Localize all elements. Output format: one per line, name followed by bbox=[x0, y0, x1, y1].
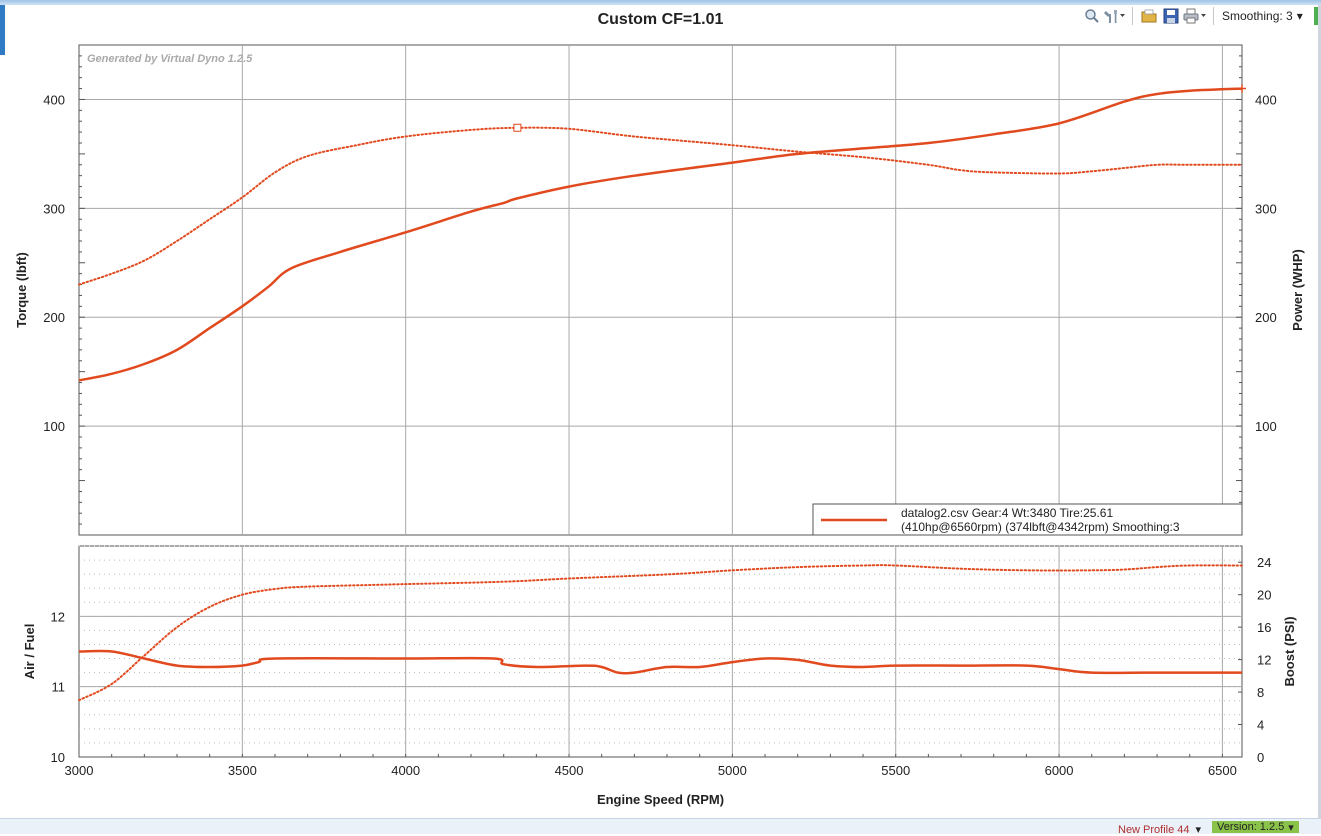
legend-line2: (410hp@6560rpm) (374lbft@4342rpm) Smooth… bbox=[901, 520, 1180, 534]
window-right-border bbox=[1318, 5, 1321, 825]
torque-curve bbox=[78, 126, 1243, 286]
y-tick-label: 200 bbox=[43, 310, 65, 325]
plot-area-top bbox=[78, 44, 1243, 536]
x-axis-title: Engine Speed (RPM) bbox=[597, 792, 724, 807]
y-tick-label: 11 bbox=[52, 680, 66, 695]
chevron-down-icon: ▾ bbox=[1195, 824, 1202, 836]
y2-axis-title-bottom: Boost (PSI) bbox=[1282, 616, 1297, 686]
chevron-down-icon: ▾ bbox=[1296, 9, 1303, 23]
x-tick-label: 6000 bbox=[1045, 763, 1074, 778]
version-badge[interactable]: Version: 1.2.5 ▾ bbox=[1212, 821, 1299, 834]
watermark-text: Generated by Virtual Dyno 1.2.5 bbox=[87, 53, 253, 65]
peak-torque-marker bbox=[513, 123, 522, 132]
smoothing-dropdown[interactable]: Smoothing: 3 ▾ bbox=[1220, 9, 1305, 23]
air-fuel-curve bbox=[78, 649, 1242, 675]
x-tick-label: 5500 bbox=[881, 763, 910, 778]
y2-tick-label: 200 bbox=[1255, 310, 1277, 325]
profile-selector[interactable]: New Profile 44 ▾ bbox=[1118, 823, 1201, 836]
boost-curve bbox=[78, 564, 1243, 702]
y-tick-label: 10 bbox=[51, 750, 65, 765]
y2-tick-label: 400 bbox=[1255, 92, 1277, 107]
x-tick-label: 3000 bbox=[65, 763, 94, 778]
floppy-disk-icon[interactable] bbox=[1161, 6, 1181, 26]
y2-tick-label: 12 bbox=[1257, 653, 1271, 668]
chart-toolbar: Smoothing: 3 ▾ bbox=[1082, 5, 1305, 27]
y2-tick-label: 300 bbox=[1255, 201, 1277, 216]
x-tick-label: 6500 bbox=[1208, 763, 1237, 778]
window-left-accent bbox=[0, 5, 5, 55]
profile-label: New Profile 44 bbox=[1118, 823, 1190, 836]
chevron-down-icon: ▾ bbox=[1288, 821, 1294, 834]
y-tick-label: 300 bbox=[43, 201, 65, 216]
y2-tick-label: 8 bbox=[1257, 685, 1264, 700]
torque-power-panel: 100 100 200 200 300 300 400 400 Generated by Vir… bbox=[43, 44, 1277, 536]
x-tick-label: 3500 bbox=[228, 763, 257, 778]
y-axis-title-bottom: Air / Fuel bbox=[22, 624, 37, 680]
plot-area-bottom bbox=[78, 545, 1243, 758]
window-top-strip bbox=[0, 0, 1321, 5]
smoothing-label: Smoothing: 3 bbox=[1222, 9, 1293, 23]
y-tick-label: 100 bbox=[43, 419, 65, 434]
printer-icon[interactable] bbox=[1183, 6, 1207, 26]
y2-tick-label: 24 bbox=[1257, 555, 1271, 570]
y-tick-label: 12 bbox=[51, 609, 65, 624]
power-curve bbox=[78, 87, 1243, 382]
version-label: Version: 1.2.5 bbox=[1217, 821, 1285, 833]
y-tick-label: 400 bbox=[43, 92, 65, 107]
air-fuel-boost-panel: 3000 3500 4000 4500 5000 5500 6000 6500 10 11 12 0 4… bbox=[51, 545, 1271, 778]
status-bar bbox=[0, 818, 1321, 834]
chart-title: Custom CF=1.01 bbox=[597, 11, 724, 28]
peak-power-marker bbox=[1238, 84, 1246, 93]
x-tick-label: 5000 bbox=[718, 763, 747, 778]
folder-icon[interactable] bbox=[1139, 6, 1159, 26]
toolbar-separator bbox=[1213, 7, 1214, 25]
y2-tick-label: 0 bbox=[1257, 750, 1264, 765]
magnifier-icon[interactable] bbox=[1082, 6, 1102, 26]
y-axis-title: Torque (lbft) bbox=[14, 252, 29, 328]
y2-axis-title: Power (WHP) bbox=[1290, 249, 1305, 331]
legend-line1: datalog2.csv Gear:4 Wt:3480 Tire:25.61 bbox=[901, 506, 1113, 520]
x-tick-label: 4500 bbox=[555, 763, 584, 778]
axis-labels: Torque (lbft) Power (WHP) Air / Fuel Boost … bbox=[14, 249, 1305, 807]
y2-tick-label: 4 bbox=[1257, 718, 1264, 733]
tools-icon[interactable] bbox=[1104, 6, 1126, 26]
y2-tick-label: 20 bbox=[1257, 588, 1271, 603]
toolbar-separator bbox=[1132, 7, 1133, 25]
y2-tick-label: 16 bbox=[1257, 620, 1271, 635]
y2-tick-label: 100 bbox=[1255, 419, 1277, 434]
green-accent-tab bbox=[1314, 7, 1318, 25]
x-tick-label: 4000 bbox=[391, 763, 420, 778]
